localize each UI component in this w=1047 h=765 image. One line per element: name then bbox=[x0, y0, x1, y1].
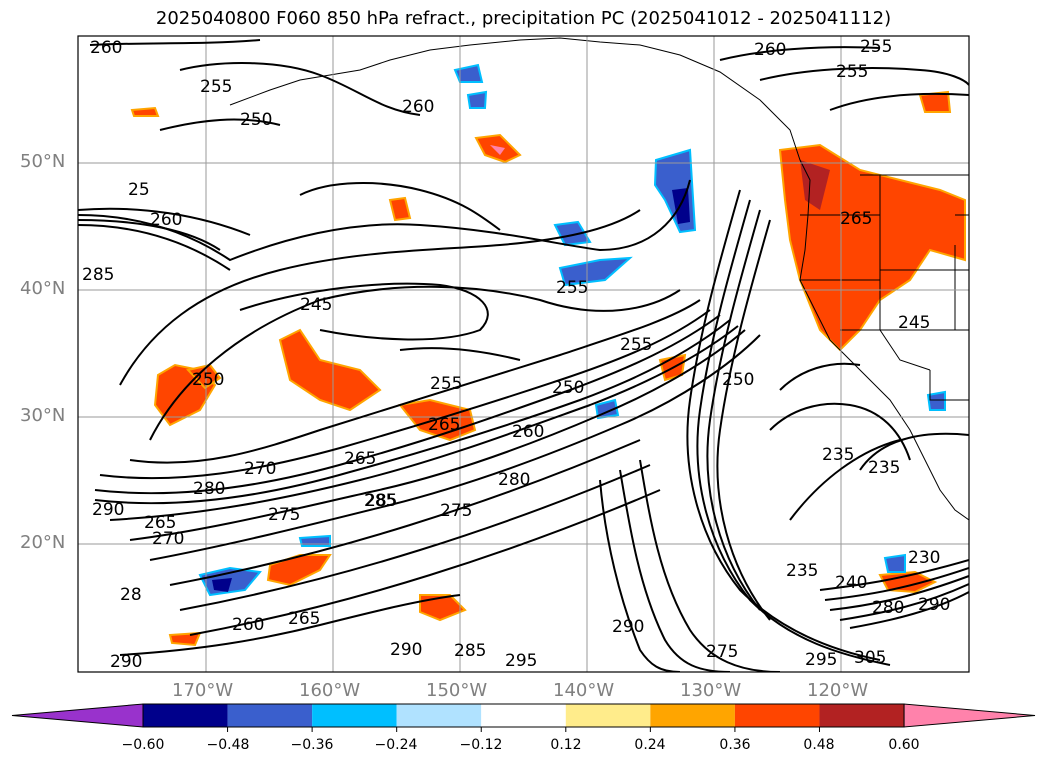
contour-label: 275 bbox=[268, 505, 300, 525]
contour-label: 270 bbox=[152, 529, 184, 549]
contour-label: 250 bbox=[240, 110, 272, 130]
contour-label: 245 bbox=[300, 295, 332, 315]
colorbar-outline bbox=[142, 703, 905, 728]
contour-label: 245 bbox=[898, 313, 930, 333]
lon-label-130w: 130°W bbox=[680, 680, 742, 701]
plot-background bbox=[78, 36, 969, 672]
contour-label: 255 bbox=[860, 37, 892, 57]
contour-label: 285 bbox=[364, 491, 396, 511]
contour-label: 295 bbox=[805, 650, 837, 670]
lat-label-30n: 30°N bbox=[20, 405, 66, 426]
contour-label: 285 bbox=[365, 491, 397, 511]
colorbar-tick-label: −0.24 bbox=[374, 737, 418, 753]
graticule-layer bbox=[78, 36, 969, 672]
contour-label: 235 bbox=[786, 561, 818, 581]
contour-label: 280 bbox=[498, 470, 530, 490]
contour-label: 250 bbox=[722, 370, 754, 390]
contour-label: 285 bbox=[454, 641, 486, 661]
contour-label: 255 bbox=[556, 278, 588, 298]
contour-label: 280 bbox=[193, 479, 225, 499]
lon-label-120w: 120°W bbox=[807, 680, 869, 701]
colorbar-tick-label: 0.24 bbox=[634, 737, 666, 753]
colorbar-tick-label: −0.60 bbox=[121, 737, 165, 753]
contour-label: 255 bbox=[836, 62, 868, 82]
contour-label: 265 bbox=[840, 209, 872, 229]
colorbar-segment bbox=[143, 704, 228, 727]
lat-label-50n: 50°N bbox=[20, 151, 66, 172]
colorbar-tick-label: −0.48 bbox=[206, 737, 250, 753]
contour-label: 270 bbox=[244, 459, 276, 479]
contour-label: 265 bbox=[288, 609, 320, 629]
lat-label-40n: 40°N bbox=[20, 278, 66, 299]
colorbar-extend-left bbox=[11, 703, 144, 728]
refractivity-contour-layer bbox=[78, 39, 969, 672]
contour-label: 255 bbox=[200, 77, 232, 97]
contour-label: 280 bbox=[872, 598, 904, 618]
contour-label: 240 bbox=[835, 573, 867, 593]
colorbar-tick-label: 0.48 bbox=[803, 737, 835, 753]
contour-label: 255 bbox=[430, 374, 462, 394]
colorbar-segment bbox=[734, 704, 820, 727]
colorbar-segment bbox=[227, 704, 313, 727]
contour-label: 265 bbox=[428, 415, 460, 435]
contour-label: 255 bbox=[620, 335, 652, 355]
contour-label: 260 bbox=[754, 40, 786, 60]
contour-label: 290 bbox=[612, 617, 644, 637]
colorbar-tick-label: −0.12 bbox=[459, 737, 503, 753]
colorbar-tick-label: −0.36 bbox=[290, 737, 334, 753]
contour-label: 275 bbox=[440, 501, 472, 521]
colorbar-segment bbox=[481, 704, 566, 727]
contour-label: 290 bbox=[390, 640, 422, 660]
contour-label: 285 bbox=[82, 265, 114, 285]
lat-label-20n: 20°N bbox=[20, 532, 66, 553]
contour-label: 235 bbox=[868, 458, 900, 478]
lon-label-150w: 150°W bbox=[426, 680, 488, 701]
contour-label: 260 bbox=[232, 615, 264, 635]
colorbar-tick-label: 0.12 bbox=[550, 737, 582, 753]
colorbar-segment bbox=[650, 704, 735, 727]
contour-label: 25 bbox=[128, 180, 150, 200]
colorbar-segment bbox=[565, 704, 651, 727]
contour-label: 290 bbox=[918, 595, 950, 615]
contour-label: 260 bbox=[90, 38, 122, 58]
colorbar bbox=[11, 703, 1036, 732]
colorbar-segment bbox=[312, 704, 397, 727]
colorbar-segment bbox=[819, 704, 905, 727]
contour-label: 290 bbox=[110, 652, 142, 672]
contour-label: 295 bbox=[505, 651, 537, 671]
contour-label: 275 bbox=[706, 642, 738, 662]
contour-label: 305 bbox=[854, 648, 886, 668]
colorbar-tick-label: 0.60 bbox=[888, 737, 920, 753]
lon-label-140w: 140°W bbox=[553, 680, 615, 701]
coastline-layer bbox=[229, 37, 969, 521]
map-title: 2025040800 F060 850 hPa refract., precip… bbox=[155, 8, 892, 29]
contour-label: 250 bbox=[552, 378, 584, 398]
contour-label: 250 bbox=[192, 370, 224, 390]
contour-label: 260 bbox=[150, 210, 182, 230]
colorbar-tick-label: 0.36 bbox=[719, 737, 751, 753]
plot-frame bbox=[77, 35, 970, 673]
contour-label: 290 bbox=[92, 500, 124, 520]
contour-label: 28 bbox=[120, 585, 142, 605]
contour-label: 260 bbox=[512, 422, 544, 442]
contour-label: 265 bbox=[144, 513, 176, 533]
lon-label-170w: 170°W bbox=[172, 680, 234, 701]
contour-label: 235 bbox=[822, 445, 854, 465]
colorbar-segment bbox=[396, 704, 482, 727]
contour-label: 260 bbox=[402, 97, 434, 117]
colorbar-extend-right bbox=[903, 703, 1036, 728]
contour-label: 230 bbox=[908, 548, 940, 568]
lon-label-160w: 160°W bbox=[299, 680, 361, 701]
contour-label: 265 bbox=[344, 449, 376, 469]
contour-label-layer: 260 255 250 25 260 285 260 245 250 255 2… bbox=[82, 37, 950, 672]
